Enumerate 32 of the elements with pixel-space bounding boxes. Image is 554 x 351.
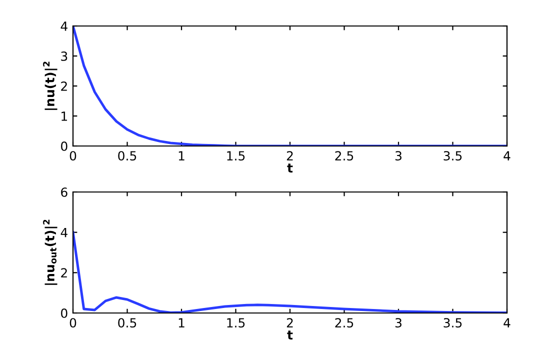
x-tick-label: 1 — [178, 151, 184, 160]
y-tick-label: 4 — [60, 228, 68, 238]
x-tick-label: 2.5 — [335, 151, 354, 161]
x-tick-label: 3 — [395, 151, 402, 161]
y-tick-label: 1 — [62, 112, 67, 121]
x-tick-label: 1.5 — [227, 151, 245, 161]
x-tick-label: 0.5 — [118, 318, 136, 328]
line-series — [73, 26, 507, 146]
y-tick-label: 0 — [61, 308, 68, 318]
y-axis-title: |nu(t)|$^{2}$ — [43, 62, 58, 110]
x-tick-label: 3.5 — [444, 151, 462, 161]
y-tick-label: 4 — [60, 22, 68, 31]
x-axis-title: t — [287, 330, 293, 340]
x-tick-label: 2 — [286, 151, 293, 160]
y-tick-label: 0 — [61, 141, 68, 151]
y-tick-label: 2 — [61, 81, 67, 91]
x-tick-label: 4 — [504, 318, 510, 328]
x-tick-label: 0.5 — [118, 151, 136, 161]
x-tick-label: 3 — [395, 318, 402, 328]
x-tick-label: 1 — [178, 318, 184, 328]
x-tick-label: 0 — [70, 318, 76, 328]
y-tick-label: 2 — [61, 268, 67, 278]
x-tick-label: 3.5 — [444, 318, 462, 328]
y-tick-label: 3 — [61, 51, 68, 61]
x-tick-label: 1.5 — [227, 318, 245, 328]
y-axis-title: |nu$_{out}$(t)|$^{2}$ — [43, 220, 58, 285]
x-tick-label: 4 — [504, 151, 510, 160]
x-tick-label: 0 — [70, 151, 76, 161]
x-tick-label: 2.5 — [335, 318, 354, 328]
x-tick-label: 2 — [286, 318, 293, 328]
y-tick-label: 6 — [61, 187, 68, 197]
x-axis-title: t — [287, 164, 293, 172]
